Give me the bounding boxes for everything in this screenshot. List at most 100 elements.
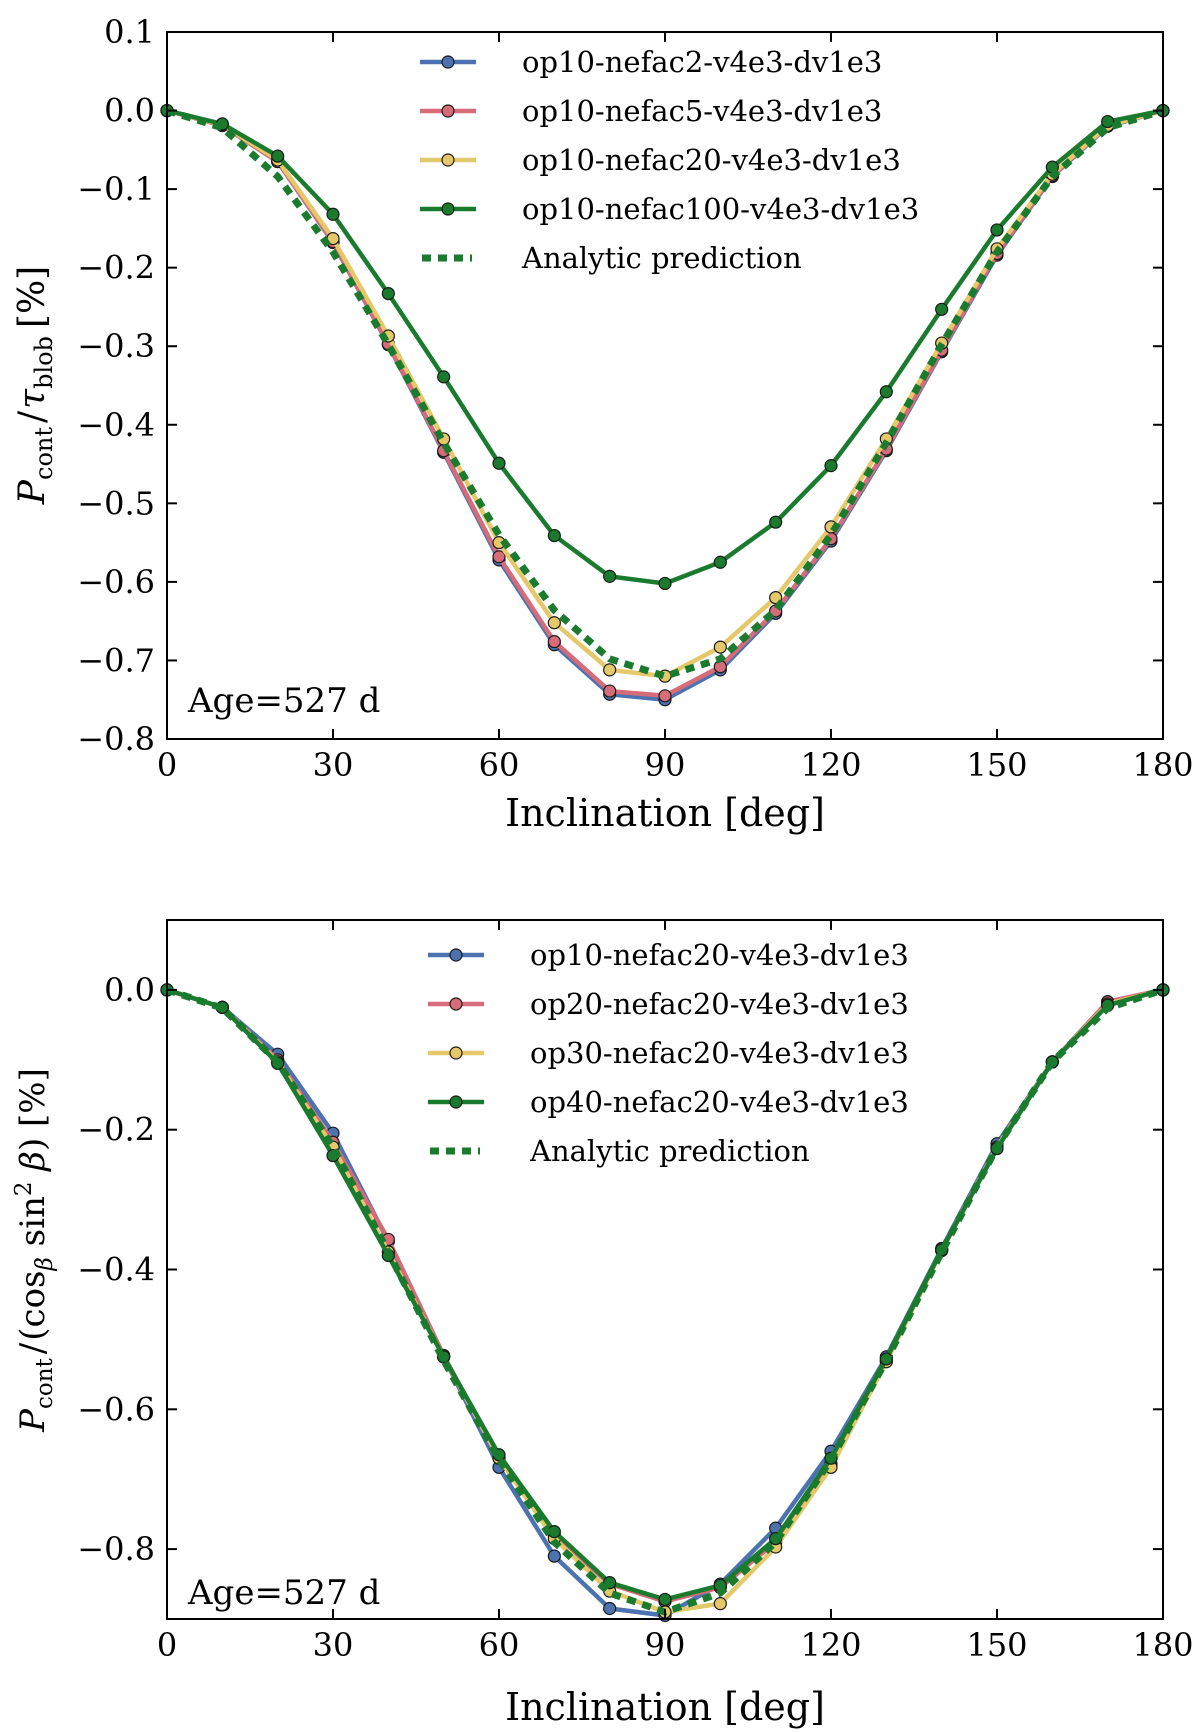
top-chart-series-3-point [990,223,1004,237]
top-chart-y-tick-label: −0.8 [77,720,155,758]
top-chart-series-1-point [603,684,617,698]
bottom-chart-x-tick-label: 60 [479,1626,520,1664]
top-chart-x-tick-label: 180 [1132,746,1193,784]
top-chart-legend: op10-nefac2-v4e3-dv1e3 op10-nefac5-v4e3-d… [420,45,919,275]
top-chart-legend-entry: op10-nefac100-v4e3-dv1e3 [420,192,919,226]
bottom-chart-legend-entry: op40-nefac20-v4e3-dv1e3 [428,1085,909,1119]
bottom-ylabel-sin: sin [13,1196,53,1257]
top-ylabel-slash: / [12,410,53,423]
top-chart-legend-label: op10-nefac100-v4e3-dv1e3 [522,192,919,226]
top-chart-series-3-point [326,207,340,221]
bottom-chart-y-axis-label: Pcont/(cosβ sin2 β) [%] [11,1068,58,1433]
top-chart-x-tick-label: 0 [157,746,177,784]
top-chart-y-tick-label: 0.0 [104,92,155,130]
bottom-ylabel-p: P [13,1408,53,1433]
top-chart-series-3-point [879,385,893,399]
bottom-chart-x-tick-label: 150 [966,1626,1027,1664]
top-chart-series-3-point [824,459,838,473]
bottom-chart-x-axis-label: Inclination [deg] [505,1685,825,1729]
bottom-chart-legend-marker [449,1095,463,1109]
bottom-chart-x-tick-label: 120 [800,1626,861,1664]
bottom-ylabel-slash: / [13,1342,53,1354]
bottom-chart-legend-entry: op30-nefac20-v4e3-dv1e3 [428,1036,909,1070]
bottom-chart-legend-entry: Analytic prediction [430,1134,810,1168]
top-chart-series-1-point [658,689,672,703]
top-ylabel-p: P [12,479,53,505]
top-chart: 0 30 60 90 120 150 180 0.1 0.0 −0.1 −0.2 −0.3 −0.4 −0… [12,13,1194,835]
bottom-chart-legend-label: op10-nefac20-v4e3-dv1e3 [530,938,909,972]
top-chart-plot-area [167,32,1163,739]
bottom-ylabel-beta-sub: β [32,1257,58,1271]
top-chart-series-3-point [713,555,727,569]
top-chart-series-3-point [381,286,395,301]
top-chart-legend-entry: op10-nefac5-v4e3-dv1e3 [420,94,882,128]
bottom-chart-y-tick-label: −0.8 [77,1530,155,1568]
bottom-chart-legend-marker [449,1046,463,1060]
top-chart-series-2-point [603,663,617,677]
top-chart-series-4-analytic-line [165,107,1165,680]
bottom-chart-y-tick-label: −0.2 [77,1111,155,1149]
top-chart-series-3-point [935,302,949,316]
top-chart-legend-marker [441,202,455,216]
bottom-ylabel-squared: 2 [11,1182,37,1197]
top-chart-series-3-point [603,569,617,583]
top-chart-series-3-point [492,456,506,470]
top-chart-ticks: 0 30 60 90 120 150 180 0.1 0.0 −0.1 −0.2 −0.3 −0.4 −0… [77,13,1193,784]
bottom-chart: 0 30 60 90 120 150 180 0.0 −0.2 −0.4 −0.6 −0.8 Incl… [11,919,1194,1729]
bottom-chart-x-tick-label: 0 [157,1626,177,1664]
top-chart-series-2-point [547,616,561,630]
top-chart-y-tick-label: −0.4 [77,406,155,444]
bottom-chart-plot-area [167,920,1163,1619]
bottom-chart-y-tick-label: −0.4 [77,1251,155,1289]
top-chart-legend-marker [441,55,455,69]
top-chart-series-3-point [658,576,672,591]
bottom-chart-y-tick-label: −0.6 [77,1390,155,1428]
top-chart-series-1-point [547,634,561,649]
bottom-chart-legend-label: op20-nefac20-v4e3-dv1e3 [530,987,909,1021]
bottom-chart-ticks: 0 30 60 90 120 150 180 0.0 −0.2 −0.4 −0.6 −0.8 [77,920,1194,1664]
bottom-chart-legend-marker [449,948,463,962]
top-chart-y-tick-label: −0.6 [77,563,155,601]
top-chart-legend-label: op10-nefac20-v4e3-dv1e3 [522,143,901,177]
bottom-chart-legend-label: Analytic prediction [529,1134,810,1168]
top-chart-annotation: Age=527 d [187,681,380,721]
bottom-chart-x-tick-label: 30 [313,1626,354,1664]
bottom-chart-legend-entry: op20-nefac20-v4e3-dv1e3 [428,987,909,1021]
top-chart-series-2-point [713,640,727,654]
top-chart-x-tick-label: 90 [645,746,686,784]
top-chart-series-3-point [1101,114,1115,129]
bottom-ylabel-cos: (cos [13,1270,53,1340]
top-chart-y-tick-label: 0.1 [104,13,155,51]
top-chart-series-3-point [271,149,285,163]
top-chart-y-tick-label: −0.1 [77,170,155,208]
bottom-ylabel-unit: ) [%] [13,1068,53,1151]
top-chart-legend-marker [441,104,455,118]
top-chart-legend-entry: Analytic prediction [422,241,802,275]
bottom-chart-x-tick-label: 180 [1132,1626,1193,1664]
top-chart-legend-label: op10-nefac2-v4e3-dv1e3 [522,45,882,79]
top-chart-x-tick-label: 60 [479,746,520,784]
bottom-chart-annotation: Age=527 d [187,1573,380,1613]
top-chart-series-3-point [437,370,451,384]
top-chart-y-tick-label: −0.3 [77,327,155,365]
top-chart-x-tick-label: 150 [966,746,1027,784]
top-chart-legend-entry: op10-nefac2-v4e3-dv1e3 [420,45,882,79]
bottom-chart-legend: op10-nefac20-v4e3-dv1e3 op20-nefac20-v4e3… [428,938,909,1168]
top-chart-legend-label: op10-nefac5-v4e3-dv1e3 [522,94,882,128]
bottom-ylabel-cont: cont [32,1357,58,1409]
top-chart-series-1-point [492,550,506,564]
top-chart-x-tick-label: 120 [800,746,861,784]
bottom-chart-legend-label: op40-nefac20-v4e3-dv1e3 [530,1085,909,1119]
bottom-chart-series-3-point [658,1592,672,1607]
top-chart-series-3-point [547,528,561,543]
top-ylabel-tau: τ [12,388,53,409]
top-chart-legend-entry: op10-nefac20-v4e3-dv1e3 [420,143,901,177]
top-ylabel-cont: cont [30,427,58,480]
top-chart-y-tick-label: −0.7 [77,641,155,679]
bottom-chart-series-0-point [547,1549,561,1563]
top-ylabel-unit: [%] [12,266,53,328]
top-ylabel-blob: blob [30,336,58,389]
bottom-chart-x-tick-label: 90 [645,1626,686,1664]
top-chart-y-tick-label: −0.5 [77,484,155,522]
bottom-chart-legend-entry: op10-nefac20-v4e3-dv1e3 [428,938,909,972]
